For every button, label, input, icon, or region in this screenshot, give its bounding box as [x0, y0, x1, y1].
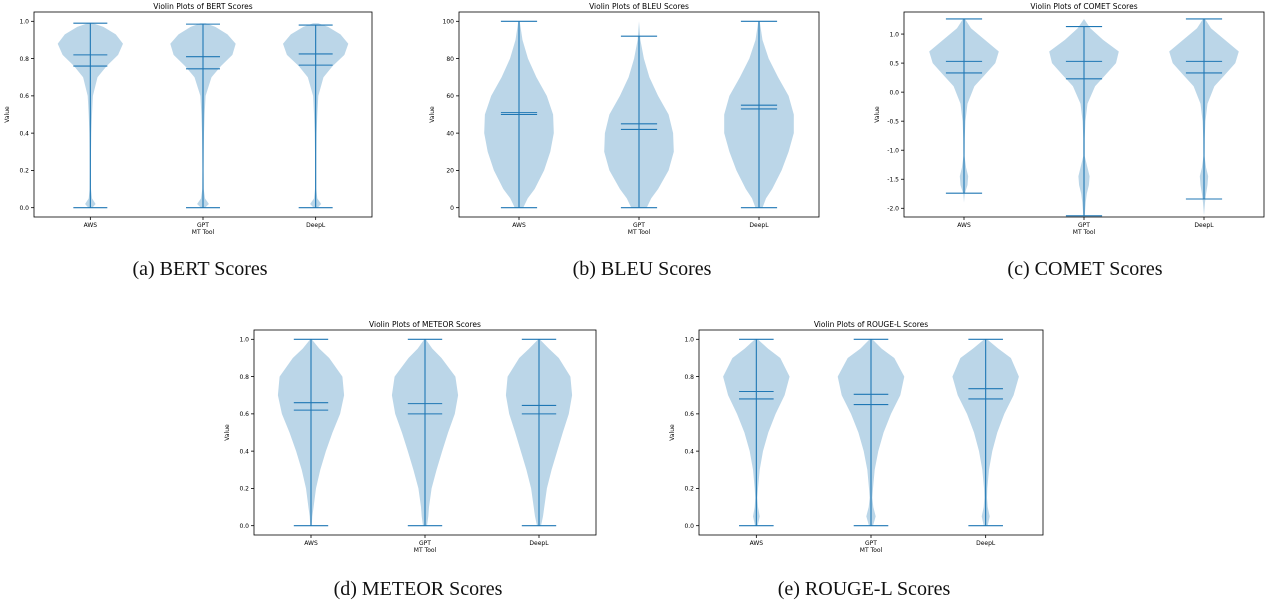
x-tick-label-deepl: DeepL: [529, 540, 549, 547]
y-tick-label: 0.2: [684, 486, 694, 493]
x-tick-label-aws: AWS: [512, 222, 526, 229]
caption-meteor: (d) METEOR Scores: [333, 578, 503, 600]
x-tick-label-gpt: GPT: [865, 540, 877, 547]
y-tick-label: 0.4: [684, 448, 694, 455]
x-axis-label: MT Tool: [628, 229, 651, 236]
y-tick-label: 100: [443, 19, 455, 26]
y-tick-label: 80: [446, 56, 454, 63]
y-tick-label: -1.5: [887, 176, 899, 183]
chart-panel-bleu: Violin Plots of BLEU Scores AWS GPT DeepL 0 2…: [425, 0, 825, 245]
x-tick-label-gpt: GPT: [633, 222, 645, 229]
violin-chart-bleu: Violin Plots of BLEU Scores AWS GPT DeepL 0 2…: [429, 2, 820, 236]
caption-comet: (c) COMET Scores: [1007, 258, 1163, 280]
y-tick-label: 0.8: [684, 374, 694, 381]
y-tick-label: 0.4: [239, 448, 249, 455]
y-tick-label: 0.2: [19, 168, 29, 175]
y-tick-label: 1.0: [239, 337, 249, 344]
violin-chart-bert: Violin Plots of BERT Scores AWS GPT DeepL 0.…: [4, 2, 373, 236]
y-tick-label: 0.4: [19, 130, 29, 137]
y-axis-label: Value: [669, 424, 676, 441]
caption-bert: (a) BERT Scores: [132, 258, 268, 280]
violin-chart-comet: Violin Plots of COMET Scores AWS GPT DeepL -…: [874, 2, 1265, 236]
chart-title: Violin Plots of COMET Scores: [1030, 2, 1137, 11]
y-axis-label: Value: [429, 106, 436, 123]
plot-area-frame: [33, 11, 373, 218]
x-tick-label-gpt: GPT: [419, 540, 431, 547]
x-tick-label-deepl: DeepL: [1194, 222, 1214, 229]
x-tick-label-gpt: GPT: [1078, 222, 1090, 229]
y-tick-label: 0.8: [239, 374, 249, 381]
plot-area-frame: [698, 329, 1044, 536]
chart-title: Violin Plots of ROUGE-L Scores: [814, 320, 928, 329]
x-tick-label-deepl: DeepL: [306, 222, 326, 229]
y-tick-label: 1.0: [19, 19, 29, 26]
y-tick-label: 0: [450, 205, 454, 212]
y-tick-label: -0.5: [887, 118, 899, 125]
x-tick-label-aws: AWS: [750, 540, 764, 547]
chart-panel-rouge-l: Violin Plots of ROUGE-L Scores AWS GPT Deep…: [665, 318, 1065, 563]
plot-area-frame: [903, 11, 1265, 218]
y-tick-label: 0.6: [684, 411, 694, 418]
y-tick-label: 0.0: [889, 89, 899, 96]
y-tick-label: 40: [446, 130, 454, 137]
x-axis-label: MT Tool: [414, 547, 437, 554]
chart-title: Violin Plots of BERT Scores: [153, 2, 253, 11]
y-axis-label: Value: [224, 424, 231, 441]
x-axis-label: MT Tool: [860, 547, 883, 554]
y-tick-label: 0.6: [239, 411, 249, 418]
y-tick-label: -2.0: [887, 205, 899, 212]
y-tick-label: 0.8: [19, 56, 29, 63]
y-tick-label: 0.0: [239, 523, 249, 530]
y-tick-label: -1.0: [887, 147, 899, 154]
y-axis-label: Value: [874, 106, 881, 123]
caption-rouge-l: (e) ROUGE-L Scores: [777, 578, 951, 600]
y-tick-label: 0.0: [684, 523, 694, 530]
x-tick-label-deepl: DeepL: [976, 540, 996, 547]
violin-chart-meteor: Violin Plots of METEOR Scores AWS GPT DeepL…: [224, 320, 597, 554]
x-tick-label-aws: AWS: [304, 540, 318, 547]
chart-panel-bert: Violin Plots of BERT Scores AWS GPT DeepL 0.…: [0, 0, 390, 245]
violin-chart-rouge-l: Violin Plots of ROUGE-L Scores AWS GPT Deep…: [669, 320, 1044, 554]
y-tick-label: 60: [446, 93, 454, 100]
y-tick-label: 0.5: [889, 60, 899, 67]
chart-panel-meteor: Violin Plots of METEOR Scores AWS GPT DeepL…: [220, 318, 610, 563]
y-tick-label: 1.0: [684, 337, 694, 344]
x-tick-label-aws: AWS: [957, 222, 971, 229]
chart-title: Violin Plots of METEOR Scores: [369, 320, 481, 329]
plot-area-frame: [253, 329, 597, 536]
y-tick-label: 1.0: [889, 31, 899, 38]
caption-bleu: (b) BLEU Scores: [572, 258, 712, 280]
y-tick-label: 0.6: [19, 93, 29, 100]
y-tick-label: 0.2: [239, 486, 249, 493]
chart-panel-comet: Violin Plots of COMET Scores AWS GPT DeepL -…: [870, 0, 1270, 245]
y-tick-label: 0.0: [19, 205, 29, 212]
x-tick-label-deepl: DeepL: [749, 222, 769, 229]
y-tick-label: 20: [446, 168, 454, 175]
plot-area-frame: [458, 11, 820, 218]
x-axis-label: MT Tool: [1073, 229, 1096, 236]
y-axis-label: Value: [4, 106, 11, 123]
x-axis-label: MT Tool: [192, 229, 215, 236]
x-tick-label-aws: AWS: [84, 222, 98, 229]
chart-title: Violin Plots of BLEU Scores: [589, 2, 689, 11]
x-tick-label-gpt: GPT: [197, 222, 209, 229]
